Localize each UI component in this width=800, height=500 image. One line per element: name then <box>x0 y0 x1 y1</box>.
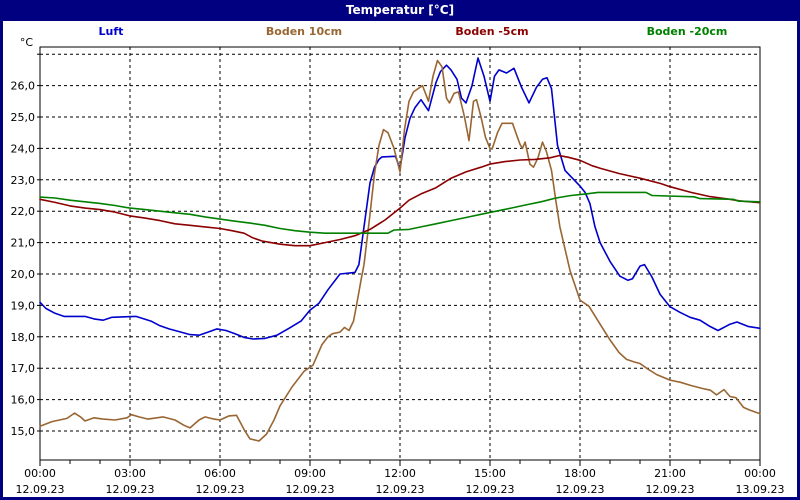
plot-generated-content: 15,0 16,0 17,0 18,0 19,0 20,0 21,0 22,0 23,0 24,0… <box>11 46 785 496</box>
x-tick-date-label: 12.09.23 <box>556 483 605 496</box>
x-tick-time-label: 00:00 <box>24 467 56 480</box>
y-tick-label: 17,0 <box>11 362 36 375</box>
x-tick-date-label: 12.09.23 <box>646 483 695 496</box>
temperature-plot: Luft Boden 10cm Boden -5cm Boden -20cm °… <box>11 25 785 496</box>
y-tick-label: 24,0 <box>11 142 36 155</box>
series-line-boden-10cm <box>39 59 761 442</box>
x-tick-date-label: 12.09.23 <box>376 483 425 496</box>
y-tick-label: 18,0 <box>11 331 36 344</box>
legend-item-boden-10cm: Boden 10cm <box>266 25 342 38</box>
series-line-boden-20cm <box>39 191 761 234</box>
y-tick-label: 23,0 <box>11 174 36 187</box>
plot-frame <box>39 46 761 461</box>
x-tick-time-label: 15:00 <box>474 467 506 480</box>
x-tick-time-label: 06:00 <box>204 467 236 480</box>
x-tick-date-label: 12.09.23 <box>16 483 65 496</box>
x-tick-date-label: 12.09.23 <box>466 483 515 496</box>
y-tick-label: 16,0 <box>11 394 36 407</box>
y-tick-label: 20,0 <box>11 268 36 281</box>
y-tick-label: 22,0 <box>11 205 36 218</box>
x-tick-time-label: 18:00 <box>564 467 596 480</box>
y-tick-label: 15,0 <box>11 425 36 438</box>
x-tick-date-label: 12.09.23 <box>286 483 335 496</box>
x-tick-time-label: 21:00 <box>654 467 686 480</box>
legend-item-luft: Luft <box>99 25 124 38</box>
series-line-boden-5cm <box>39 154 761 247</box>
title-bar: Temperatur [°C] <box>0 0 800 21</box>
y-axis-unit-label: °C <box>20 36 34 49</box>
y-tick-label: 19,0 <box>11 299 36 312</box>
y-tick-label: 21,0 <box>11 237 36 250</box>
legend-item-boden-minus5cm: Boden -5cm <box>455 25 528 38</box>
series-line-luft <box>39 57 761 340</box>
chart-title: Temperatur [°C] <box>345 3 455 17</box>
x-tick-date-label: 13.09.23 <box>736 483 785 496</box>
legend-item-boden-minus20cm: Boden -20cm <box>647 25 728 38</box>
x-tick-date-label: 12.09.23 <box>196 483 245 496</box>
chart-area: Luft Boden 10cm Boden -5cm Boden -20cm °… <box>3 21 797 497</box>
x-tick-time-label: 00:00 <box>744 467 776 480</box>
x-tick-time-label: 12:00 <box>384 467 416 480</box>
y-tick-label: 25,0 <box>11 111 36 124</box>
x-tick-date-label: 12.09.23 <box>106 483 155 496</box>
y-tick-label: 26,0 <box>11 80 36 93</box>
x-tick-time-label: 03:00 <box>114 467 146 480</box>
x-tick-time-label: 09:00 <box>294 467 326 480</box>
